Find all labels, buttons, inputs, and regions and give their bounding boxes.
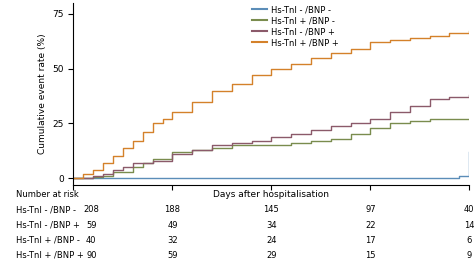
Text: 32: 32 bbox=[167, 236, 178, 245]
Text: 188: 188 bbox=[164, 206, 181, 214]
Text: 40: 40 bbox=[86, 236, 97, 245]
Legend: Hs-TnI - /BNP -, Hs-TnI + /BNP -, Hs-TnI - /BNP +, Hs-TnI + /BNP +: Hs-TnI - /BNP -, Hs-TnI + /BNP -, Hs-TnI… bbox=[252, 5, 339, 47]
Text: 34: 34 bbox=[266, 221, 277, 230]
Text: 15: 15 bbox=[365, 251, 375, 260]
Text: 145: 145 bbox=[264, 206, 279, 214]
Text: 40: 40 bbox=[464, 206, 474, 214]
Text: 6: 6 bbox=[466, 236, 472, 245]
Text: 90: 90 bbox=[86, 251, 97, 260]
Text: 208: 208 bbox=[83, 206, 99, 214]
Text: 97: 97 bbox=[365, 206, 375, 214]
Text: Hs-TnI + /BNP -: Hs-TnI + /BNP - bbox=[16, 236, 80, 245]
Text: 22: 22 bbox=[365, 221, 375, 230]
Text: 14: 14 bbox=[464, 221, 474, 230]
Text: Number at risk: Number at risk bbox=[16, 190, 79, 199]
Text: 59: 59 bbox=[86, 221, 97, 230]
Text: 49: 49 bbox=[167, 221, 178, 230]
Text: 17: 17 bbox=[365, 236, 375, 245]
Text: Hs-TnI - /BNP -: Hs-TnI - /BNP - bbox=[16, 206, 76, 214]
Text: Hs-TnI - /BNP +: Hs-TnI - /BNP + bbox=[16, 221, 80, 230]
Text: Hs-TnI + /BNP +: Hs-TnI + /BNP + bbox=[16, 251, 84, 260]
Y-axis label: Cumulative event rate (%): Cumulative event rate (%) bbox=[38, 34, 47, 154]
Text: Days after hospitalisation: Days after hospitalisation bbox=[213, 190, 329, 199]
Text: 29: 29 bbox=[266, 251, 277, 260]
Text: 59: 59 bbox=[167, 251, 178, 260]
Text: 9: 9 bbox=[466, 251, 472, 260]
Text: 24: 24 bbox=[266, 236, 277, 245]
